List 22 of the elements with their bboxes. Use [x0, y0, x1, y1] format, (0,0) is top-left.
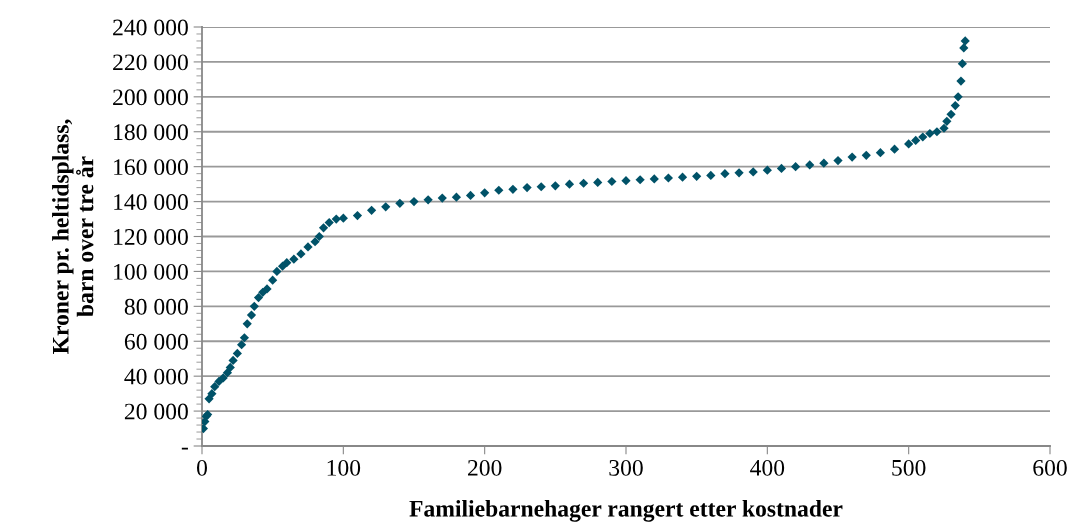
y-tick-label: 240 000: [113, 19, 188, 36]
x-tick-label: 0: [197, 459, 207, 476]
y-tick-label: 220 000: [113, 54, 188, 71]
x-tick-label: 100: [327, 459, 361, 476]
y-tick-label: 20 000: [124, 403, 188, 420]
y-axis-title: Kroner pr. heltidsplass, barn over tre år: [52, 119, 94, 354]
x-tick-label: 600: [1033, 459, 1067, 476]
y-tick-label: 180 000: [114, 124, 188, 141]
y-tick-label: 160 000: [114, 159, 188, 176]
x-tick-label: 400: [750, 459, 785, 476]
y-tick-label: 60 000: [124, 333, 188, 350]
x-axis-title: Familiebarnehager rangert etter kostnader: [409, 500, 843, 522]
x-tick-label: 500: [892, 459, 926, 476]
y-tick-label: 80 000: [124, 298, 188, 315]
y-tick-label: -: [181, 447, 188, 450]
y-tick-label: 40 000: [124, 368, 188, 385]
y-tick-label: 120 000: [114, 228, 188, 245]
y-tick-label: 140 000: [114, 194, 188, 211]
y-tick-label: 100 000: [114, 263, 188, 280]
y-tick-label: 200 000: [113, 89, 188, 106]
x-tick-label: 300: [609, 459, 643, 476]
x-tick-label: 200: [467, 459, 502, 476]
